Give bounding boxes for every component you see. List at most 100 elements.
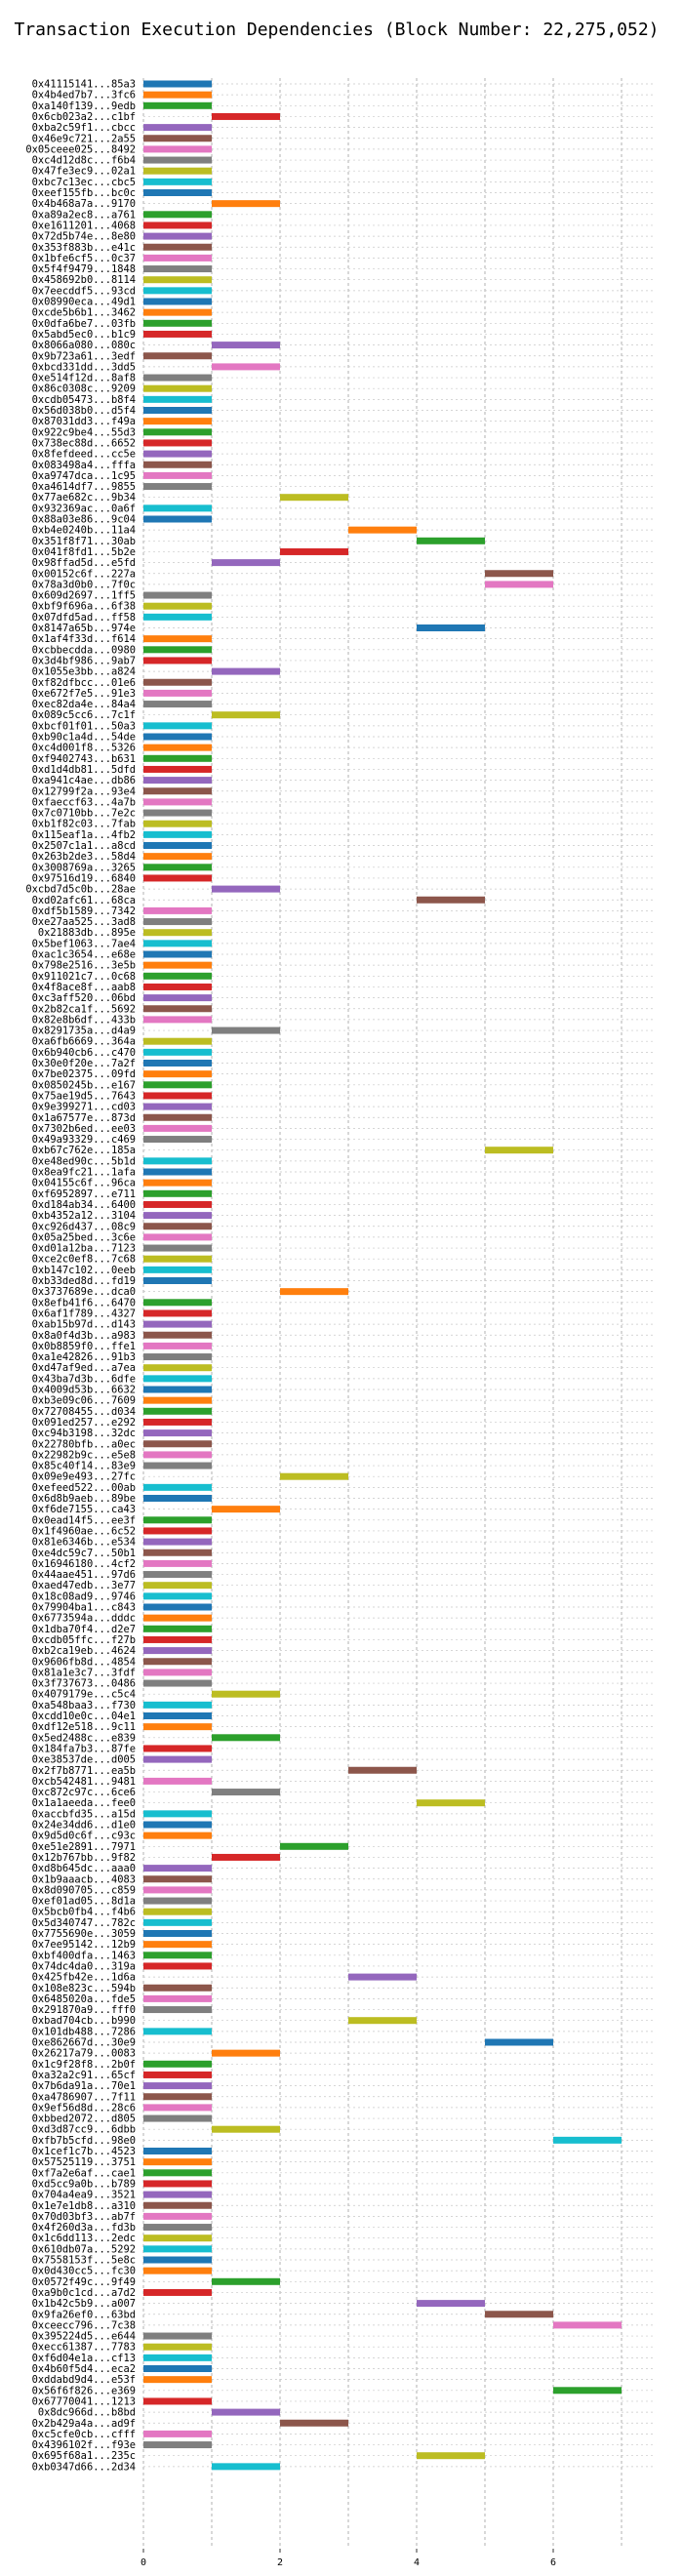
tx-label: 0x4079179e...c5c4	[32, 1689, 136, 1701]
tx-bar	[143, 820, 212, 827]
tx-label: 0xd1d4db81...5dfd	[32, 764, 136, 776]
tx-label: 0x932369ac...0a6f	[32, 503, 136, 514]
tx-bar	[143, 972, 212, 980]
tx-label: 0x9ef56d8d...28c6	[32, 2102, 136, 2113]
tx-bar	[143, 2441, 212, 2449]
tx-bar	[212, 112, 280, 120]
tx-label: 0x8d090705...c859	[32, 1884, 136, 1896]
tx-label: 0xc94b3198...32dc	[32, 1428, 136, 1439]
tx-label: 0x18c08ad9...9746	[32, 1590, 136, 1602]
tx-label: 0xe1611201...4068	[32, 220, 136, 231]
bars	[143, 80, 622, 2471]
tx-label: 0x9e399271...cd03	[32, 1102, 136, 1113]
tx-bar	[212, 200, 280, 208]
tx-bar	[143, 1244, 212, 1252]
tx-bar	[143, 1875, 212, 1883]
tx-bar	[143, 853, 212, 861]
tx-label: 0x7be02375...09fd	[32, 1068, 136, 1080]
tx-label: 0x7ee95142...12b9	[32, 1939, 136, 1951]
tx-bar	[143, 1255, 212, 1263]
tx-label: 0x5ed2488c...e839	[32, 1732, 136, 1744]
tx-bar	[143, 678, 212, 686]
tx-label: 0x77ae682c...9b34	[32, 492, 136, 503]
tx-bar	[143, 1037, 212, 1045]
tx-label: 0x8fefdeed...cc5e	[32, 449, 136, 461]
tx-label: 0xa89a2ec8...a761	[32, 209, 136, 221]
tx-label: 0x922c9be4...55d3	[32, 426, 136, 438]
tx-label: 0xf6de7155...ca43	[32, 1504, 136, 1515]
tx-label: 0x5f4f9479...1848	[32, 263, 136, 275]
tx-label: 0xe862667d...30e9	[32, 2037, 136, 2049]
tx-bar	[143, 483, 212, 491]
tx-label: 0xbf9f696a...6f38	[32, 601, 136, 613]
tx-bar	[417, 537, 485, 544]
tx-label: 0xe51e2891...7971	[32, 1841, 136, 1853]
tx-bar	[143, 2028, 212, 2035]
tx-bar	[143, 983, 212, 990]
tx-bar	[212, 1789, 280, 1796]
tx-label: 0x351f8f71...30ab	[32, 536, 136, 547]
x-tick-label: 6	[550, 2557, 556, 2568]
tx-label: 0x4f260d3a...fd3b	[32, 2222, 136, 2234]
tx-bar	[143, 287, 212, 295]
tx-label: 0x46e9c721...2a55	[32, 133, 136, 144]
tx-label: 0x798e2516...3e5b	[32, 960, 136, 972]
tx-bar	[143, 1810, 212, 1818]
tx-label: 0x67770041...1213	[32, 2395, 136, 2407]
tx-bar	[143, 1070, 212, 1078]
tx-label: 0xab15b97d...d143	[32, 1319, 136, 1331]
tx-bar	[485, 1147, 553, 1154]
tx-bar	[485, 2038, 553, 2046]
tx-label: 0x4b4ed7b7...3fc6	[32, 90, 136, 101]
tx-bar	[143, 298, 212, 305]
tx-label: 0x184fa7b3...87fe	[32, 1743, 136, 1754]
tx-bar	[143, 1375, 212, 1383]
tx-label: 0xcdd10e0c...04e1	[32, 1711, 136, 1722]
tx-label: 0x7b6da91a...70e1	[32, 2080, 136, 2092]
tx-bar	[143, 1331, 212, 1339]
tx-bar	[143, 1309, 212, 1317]
tx-bar	[348, 526, 417, 534]
tx-bar	[143, 906, 212, 914]
tx-label: 0x57525119...3751	[32, 2156, 136, 2168]
tx-label: 0xb4352a12...3104	[32, 1210, 136, 1222]
tx-label: 0x16946180...4cf2	[32, 1558, 136, 1570]
tx-bar	[143, 1451, 212, 1459]
tx-label: 0x05ceee025...8492	[25, 143, 136, 155]
x-axis-ticks: 0 2 4 6	[141, 2549, 556, 2568]
tx-bar	[143, 461, 212, 468]
tx-bar	[143, 2114, 212, 2122]
tx-label: 0xe48ed90c...5b1d	[32, 1155, 136, 1167]
tx-bar	[143, 2212, 212, 2220]
tx-label: 0x24e34dd6...d1e0	[32, 1820, 136, 1831]
tx-label: 0xfaeccf63...4a7b	[32, 796, 136, 808]
tx-label: 0xa9b0c1cd...a7d2	[32, 2287, 136, 2299]
tx-bar	[143, 1516, 212, 1524]
tx-bar	[417, 1799, 485, 1807]
tx-label: 0xaed47edb...3e77	[32, 1580, 136, 1591]
tx-bar	[143, 2343, 212, 2351]
tx-bar	[143, 1592, 212, 1600]
tx-label: 0x7c0710bb...7e2c	[32, 808, 136, 820]
tx-bar	[143, 2104, 212, 2112]
tx-label: 0xd3d87cc9...6dbb	[32, 2124, 136, 2136]
tx-bar	[143, 211, 212, 219]
tx-label: 0x26217a79...0083	[32, 2048, 136, 2060]
tx-bar	[212, 1734, 280, 1742]
tx-label: 0xddabd9d4...e53f	[32, 2374, 136, 2386]
tx-label: 0xf9402743...b631	[32, 753, 136, 765]
tx-bar	[143, 243, 212, 251]
tx-label: 0xcbd7d5c0b...28ae	[25, 884, 136, 896]
y-axis-labels: 0x41115141...85a30x4b4ed7b7...3fc60xa140…	[25, 79, 136, 2474]
tx-bar	[417, 2300, 485, 2308]
tx-label: 0xb1f82c03...7fab	[32, 819, 136, 830]
tx-label: 0x9606fb8d...4854	[32, 1656, 136, 1668]
tx-label: 0x041f8fd1...5b2e	[32, 546, 136, 558]
tx-bar	[143, 1364, 212, 1372]
tx-label: 0xcbbecdda...0980	[32, 644, 136, 656]
tx-label: 0xa6fb6669...364a	[32, 1036, 136, 1048]
tx-label: 0x3737689e...dca0	[32, 1286, 136, 1298]
tx-label: 0xd184ab34...6400	[32, 1199, 136, 1211]
tx-label: 0xef01ad05...8d1a	[32, 1896, 136, 1908]
tx-bar	[143, 1407, 212, 1415]
